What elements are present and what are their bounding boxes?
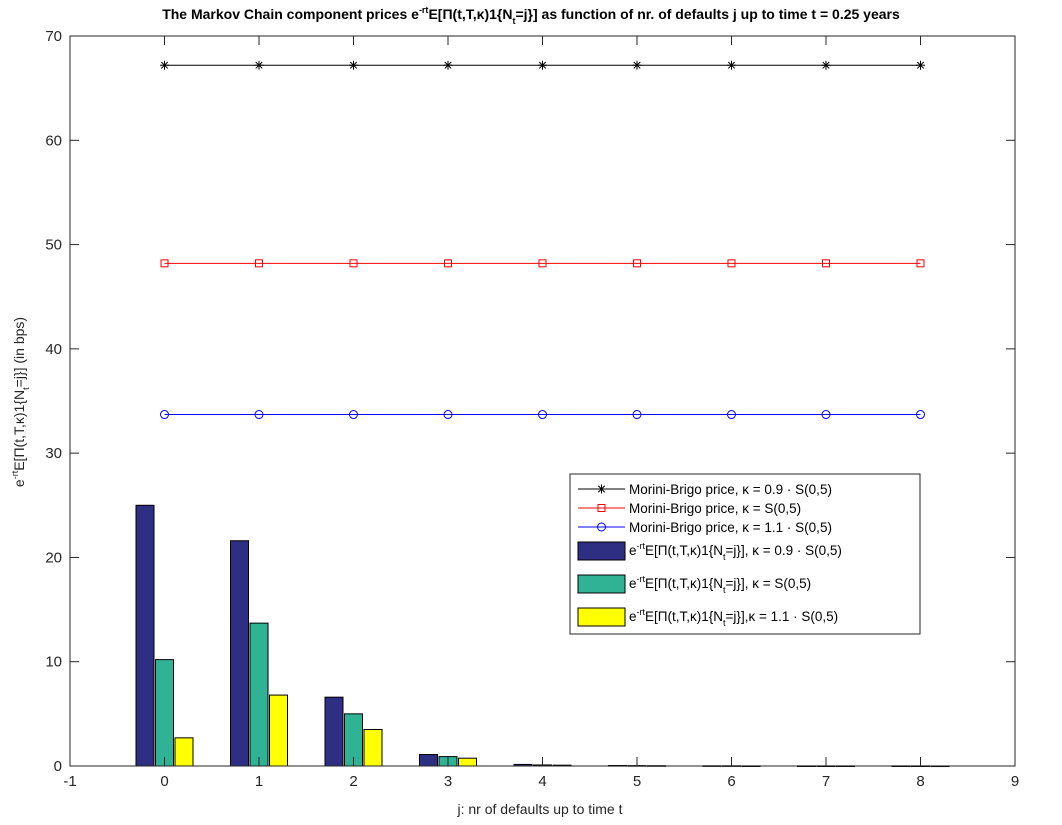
x-tick-label: 2 — [349, 773, 357, 790]
y-tick-label: 0 — [54, 758, 62, 775]
y-tick-label: 20 — [45, 549, 62, 566]
x-tick-label: 5 — [633, 773, 641, 790]
line-group — [160, 60, 925, 420]
bar-series2-j0 — [155, 659, 174, 767]
legend-label-bar-3: e-rtE[Π(t,T,κ)1{Nt=j}],κ = 1.1 · S(0,5) — [629, 607, 838, 628]
legend-swatch-3 — [577, 607, 626, 627]
y-tick-label: 40 — [45, 341, 62, 358]
point-series2-j7 — [822, 259, 830, 268]
point-series2-j6 — [727, 259, 736, 268]
point-series2-j1 — [255, 259, 263, 268]
x-tick-label: 7 — [822, 773, 830, 790]
point-series3-j1 — [254, 410, 264, 420]
point-series1-j2 — [349, 60, 358, 70]
bar-series3-j2 — [363, 729, 383, 767]
point-series2-j0 — [160, 259, 169, 268]
axes — [69, 35, 1016, 767]
x-tick-label: 1 — [255, 773, 263, 790]
legend: Morini-Brigo price, κ = 0.9 · S(0,5) Mori… — [569, 473, 921, 635]
chart-title: The Markov Chain component prices e-rtE[… — [162, 5, 900, 26]
y-tick-label: 60 — [45, 132, 62, 149]
point-series2-j4 — [538, 259, 547, 268]
plot-area-border — [69, 35, 1016, 767]
x-tick-label: 0 — [160, 773, 168, 790]
point-series1-j7 — [821, 60, 831, 70]
y-tick-label: 70 — [45, 28, 62, 45]
point-series3-j6 — [727, 410, 736, 420]
x-tick-label: 6 — [727, 773, 735, 790]
point-series3-j5 — [632, 410, 642, 420]
y-tick-label: 50 — [45, 237, 62, 254]
point-series1-j1 — [254, 60, 264, 70]
x-axis-label: j: nr of defaults up to time t — [457, 801, 623, 817]
x-tick-label: 8 — [916, 773, 924, 790]
y-tick-label: 30 — [45, 445, 62, 462]
bar-series1-j1 — [230, 540, 249, 767]
x-tick-label: 4 — [538, 773, 546, 790]
point-series1-j3 — [443, 60, 453, 70]
point-series3-j8 — [916, 410, 925, 420]
point-series1-j8 — [916, 60, 925, 70]
bar-series3-j0 — [174, 737, 194, 767]
point-series3-j2 — [349, 410, 358, 420]
bar-series3-j1 — [269, 694, 288, 767]
legend-swatch-1 — [577, 541, 626, 561]
bar-series2-j1 — [249, 622, 269, 767]
point-series3-j0 — [160, 410, 169, 420]
legend-label-line-3: Morini-Brigo price, κ = 1.1 · S(0,5) — [629, 520, 832, 535]
y-axis-label: e-rtE[Π(t,T,κ)1{Nt=j}] (in bps) — [10, 317, 31, 487]
point-series1-j5 — [632, 60, 642, 70]
x-tick-label: -1 — [63, 773, 76, 790]
bar-series3-j3 — [458, 757, 477, 767]
bar-series1-j2 — [324, 696, 344, 767]
point-series2-j5 — [633, 259, 641, 268]
point-series1-j4 — [538, 60, 547, 70]
legend-label-bar-1: e-rtE[Π(t,T,κ)1{Nt=j}], κ = 0.9 · S(0,5) — [629, 541, 842, 562]
point-series3-j4 — [538, 410, 547, 420]
bar-series1-j0 — [135, 504, 155, 767]
point-series2-j2 — [349, 259, 358, 268]
legend-box — [569, 473, 921, 635]
legend-label-line-1: Morini-Brigo price, κ = 0.9 · S(0,5) — [629, 482, 832, 497]
bar-series1-j3 — [419, 754, 438, 767]
y-tick-label: 10 — [45, 654, 62, 671]
point-series1-j0 — [160, 60, 169, 70]
x-tick-label: 3 — [444, 773, 452, 790]
legend-marker-1 — [597, 484, 606, 494]
point-series2-j8 — [916, 259, 925, 268]
point-series2-j3 — [444, 259, 452, 268]
legend-swatch-2 — [577, 574, 626, 594]
point-series1-j6 — [727, 60, 736, 70]
legend-marker-3 — [597, 522, 606, 532]
legend-label-line-2: Morini-Brigo price, κ = S(0,5) — [629, 501, 801, 516]
legend-marker-2 — [597, 504, 606, 512]
point-series3-j7 — [821, 410, 831, 420]
x-tick-label: 9 — [1011, 773, 1019, 790]
legend-label-bar-2: e-rtE[Π(t,T,κ)1{Nt=j}], κ = S(0,5) — [629, 574, 811, 595]
point-series3-j3 — [443, 410, 453, 420]
